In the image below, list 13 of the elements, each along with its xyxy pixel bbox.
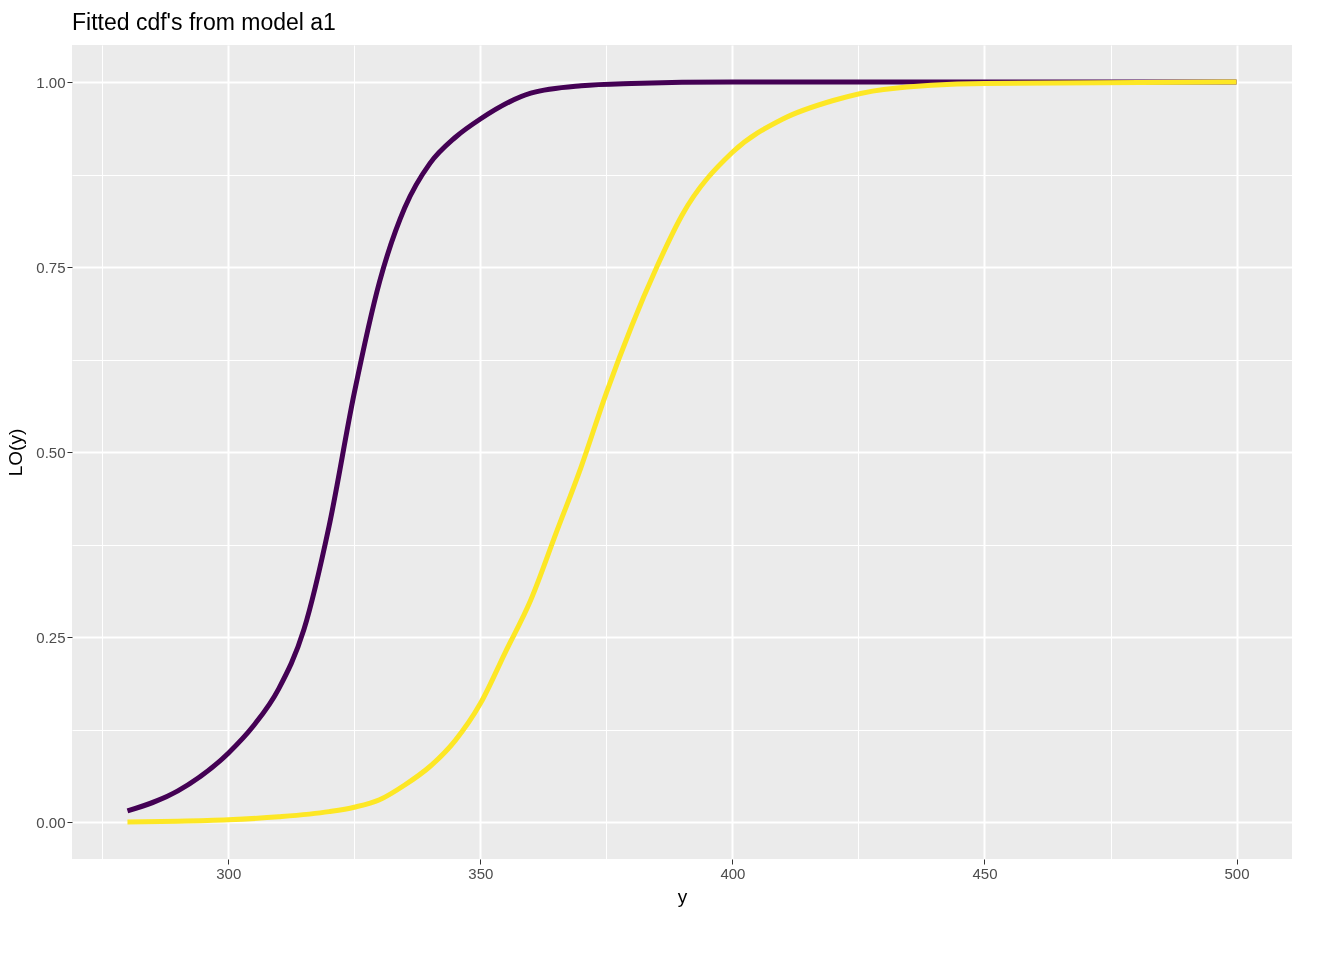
x-tick-label: 400 [720, 864, 746, 882]
y-tick-label: 0.00 [36, 813, 66, 831]
x-tick-label: 450 [972, 864, 998, 882]
x-axis-title: y [677, 885, 688, 907]
x-tick-label: 300 [216, 864, 242, 882]
y-axis-title: LO(y) [5, 428, 27, 477]
y-tick-label: 1.00 [36, 73, 66, 91]
x-tick-label: 500 [1224, 864, 1250, 882]
x-tick-label: 350 [468, 864, 494, 882]
y-tick-label: 0.50 [36, 443, 66, 461]
y-tick-label: 0.25 [36, 628, 66, 646]
chart-title: Fitted cdf's from model a1 [72, 9, 336, 35]
y-tick-label: 0.75 [36, 258, 66, 276]
